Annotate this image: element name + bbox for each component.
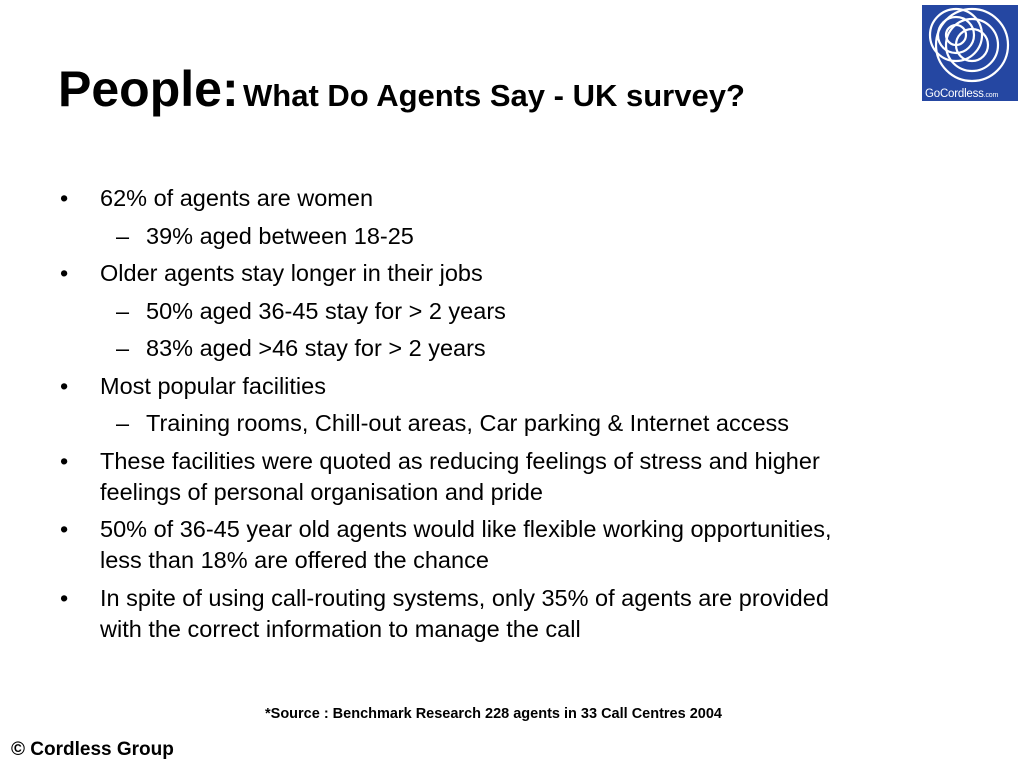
bullet-text: less than 18% are offered the chance (100, 547, 489, 573)
logo-suffix: .com (983, 92, 999, 99)
bullet-text: 62% of agents are women (100, 185, 374, 211)
bullet-text: 50% of 36-45 year old agents would like … (100, 516, 832, 542)
bullet-marker: • (60, 447, 69, 474)
bullet-text: These facilities were quoted as reducing… (100, 447, 820, 474)
dash-marker: – (116, 222, 130, 249)
slide-title-main: People: (58, 61, 239, 117)
bullet-text: Older agents stay longer in their jobs (100, 260, 483, 286)
dash-marker: – (116, 297, 130, 324)
bullet-marker: • (60, 516, 69, 542)
gocordless-logo: GoCordless.com (922, 5, 1018, 101)
slide-title-subtitle: What Do Agents Say - UK survey? (243, 78, 745, 113)
copyright-footer: © Cordless Group (11, 739, 174, 760)
logo-wordmark: GoCordless.com (925, 88, 998, 100)
source-note: *Source : Benchmark Research 228 agents … (265, 706, 722, 722)
logo-brand: GoCordless (925, 88, 984, 100)
bullet-text: 83% aged >46 stay for > 2 years (146, 335, 486, 361)
bullet-marker: • (60, 372, 69, 399)
dash-marker: – (116, 410, 130, 436)
bullet-text: feelings of personal organisation and pr… (100, 478, 543, 505)
bullet-text: Training rooms, Chill-out areas, Car par… (146, 410, 790, 436)
bullet-text: with the correct information to manage t… (100, 615, 581, 642)
slide-title: People: What Do Agents Say - UK survey? (58, 64, 745, 114)
bullet-marker: • (60, 584, 69, 611)
bullet-marker: • (60, 185, 69, 211)
bullet-marker: • (60, 260, 69, 286)
bullet-text: Most popular facilities (100, 372, 326, 399)
bullet-text: 50% aged 36-45 stay for > 2 years (146, 297, 506, 324)
dash-marker: – (116, 335, 130, 361)
bullet-text: In spite of using call-routing systems, … (100, 584, 829, 611)
concentric-circles-icon (928, 7, 1010, 83)
bullet-text: 39% aged between 18-25 (146, 222, 414, 249)
